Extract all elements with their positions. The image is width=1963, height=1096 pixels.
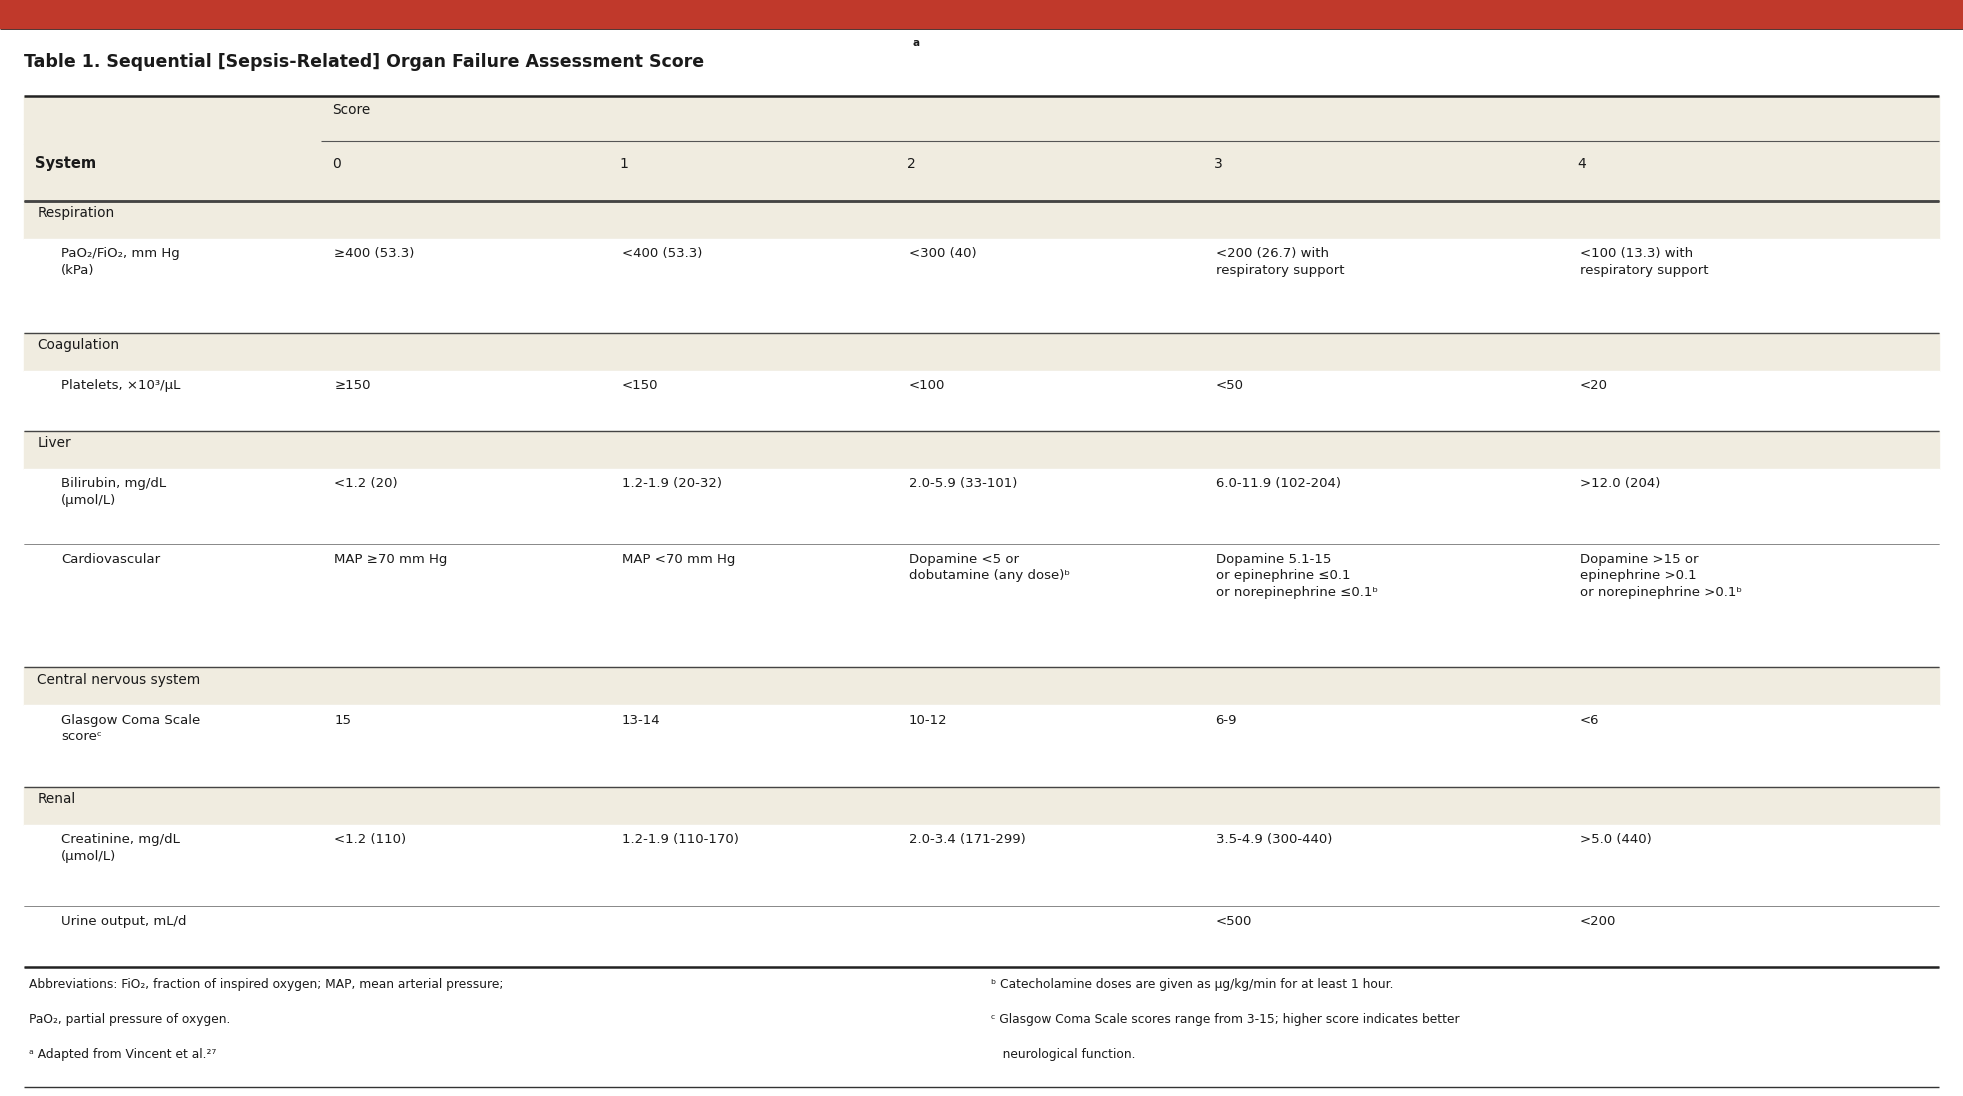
Text: ≥150: ≥150	[334, 379, 371, 392]
Text: ≥400 (53.3): ≥400 (53.3)	[334, 248, 414, 261]
Text: 15: 15	[334, 713, 351, 727]
Text: 1.2-1.9 (110-170): 1.2-1.9 (110-170)	[622, 833, 738, 846]
Text: Renal: Renal	[37, 792, 75, 807]
Text: 1: 1	[620, 157, 628, 171]
Text: <200: <200	[1580, 915, 1616, 928]
Text: System: System	[35, 157, 96, 171]
Text: a: a	[913, 37, 921, 48]
Text: Cardiovascular: Cardiovascular	[61, 552, 159, 566]
Text: Coagulation: Coagulation	[37, 339, 120, 352]
Text: 2: 2	[907, 157, 917, 171]
Text: Bilirubin, mg/dL
(μmol/L): Bilirubin, mg/dL (μmol/L)	[61, 478, 167, 507]
Text: <100: <100	[909, 379, 946, 392]
Text: 3: 3	[1213, 157, 1223, 171]
Text: Platelets, ×10³/μL: Platelets, ×10³/μL	[61, 379, 181, 392]
Text: MAP ≥70 mm Hg: MAP ≥70 mm Hg	[334, 552, 448, 566]
Text: PaO₂, partial pressure of oxygen.: PaO₂, partial pressure of oxygen.	[29, 1013, 232, 1026]
Text: MAP <70 mm Hg: MAP <70 mm Hg	[622, 552, 734, 566]
Text: Liver: Liver	[37, 436, 71, 450]
Text: ᵃ Adapted from Vincent et al.²⁷: ᵃ Adapted from Vincent et al.²⁷	[29, 1048, 216, 1061]
Text: Dopamine 5.1-15
or epinephrine ≤0.1
or norepinephrine ≤0.1ᵇ: Dopamine 5.1-15 or epinephrine ≤0.1 or n…	[1215, 552, 1378, 598]
Text: Respiration: Respiration	[37, 206, 114, 220]
Text: <400 (53.3): <400 (53.3)	[622, 248, 703, 261]
Text: Urine output, mL/d: Urine output, mL/d	[61, 915, 186, 928]
Text: <200 (26.7) with
respiratory support: <200 (26.7) with respiratory support	[1215, 248, 1345, 277]
Text: Abbreviations: FiO₂, fraction of inspired oxygen; MAP, mean arterial pressure;: Abbreviations: FiO₂, fraction of inspire…	[29, 978, 504, 991]
Text: Central nervous system: Central nervous system	[37, 673, 200, 687]
Text: Glasgow Coma Scale
scoreᶜ: Glasgow Coma Scale scoreᶜ	[61, 713, 200, 743]
Text: 13-14: 13-14	[622, 713, 660, 727]
Text: 2.0-3.4 (171-299): 2.0-3.4 (171-299)	[909, 833, 1027, 846]
Text: <150: <150	[622, 379, 658, 392]
Text: 1.2-1.9 (20-32): 1.2-1.9 (20-32)	[622, 478, 722, 490]
Text: ᶜ Glasgow Coma Scale scores range from 3-15; higher score indicates better: ᶜ Glasgow Coma Scale scores range from 3…	[991, 1013, 1460, 1026]
Text: Creatinine, mg/dL
(μmol/L): Creatinine, mg/dL (μmol/L)	[61, 833, 181, 863]
Text: <50: <50	[1215, 379, 1245, 392]
Text: 10-12: 10-12	[909, 713, 948, 727]
Text: >12.0 (204): >12.0 (204)	[1580, 478, 1661, 490]
Text: <1.2 (20): <1.2 (20)	[334, 478, 398, 490]
Text: 2.0-5.9 (33-101): 2.0-5.9 (33-101)	[909, 478, 1017, 490]
Text: Table 1. Sequential [Sepsis-Related] Organ Failure Assessment Score: Table 1. Sequential [Sepsis-Related] Org…	[24, 54, 703, 71]
Text: PaO₂/FiO₂, mm Hg
(kPa): PaO₂/FiO₂, mm Hg (kPa)	[61, 248, 179, 277]
Text: Dopamine >15 or
epinephrine >0.1
or norepinephrine >0.1ᵇ: Dopamine >15 or epinephrine >0.1 or nore…	[1580, 552, 1741, 598]
Text: <6: <6	[1580, 713, 1600, 727]
Text: 0: 0	[332, 157, 342, 171]
Text: 3.5-4.9 (300-440): 3.5-4.9 (300-440)	[1215, 833, 1333, 846]
Text: Score: Score	[332, 103, 371, 117]
Text: ᵇ Catecholamine doses are given as μg/kg/min for at least 1 hour.: ᵇ Catecholamine doses are given as μg/kg…	[991, 978, 1394, 991]
Text: <1.2 (110): <1.2 (110)	[334, 833, 406, 846]
Text: >5.0 (440): >5.0 (440)	[1580, 833, 1651, 846]
Text: <20: <20	[1580, 379, 1608, 392]
Text: 6.0-11.9 (102-204): 6.0-11.9 (102-204)	[1215, 478, 1341, 490]
Text: 6-9: 6-9	[1215, 713, 1237, 727]
Text: <300 (40): <300 (40)	[909, 248, 978, 261]
Text: Dopamine <5 or
dobutamine (any dose)ᵇ: Dopamine <5 or dobutamine (any dose)ᵇ	[909, 552, 1070, 582]
Text: <500: <500	[1215, 915, 1252, 928]
Text: <100 (13.3) with
respiratory support: <100 (13.3) with respiratory support	[1580, 248, 1708, 277]
Text: neurological function.: neurological function.	[991, 1048, 1137, 1061]
Text: 4: 4	[1578, 157, 1586, 171]
